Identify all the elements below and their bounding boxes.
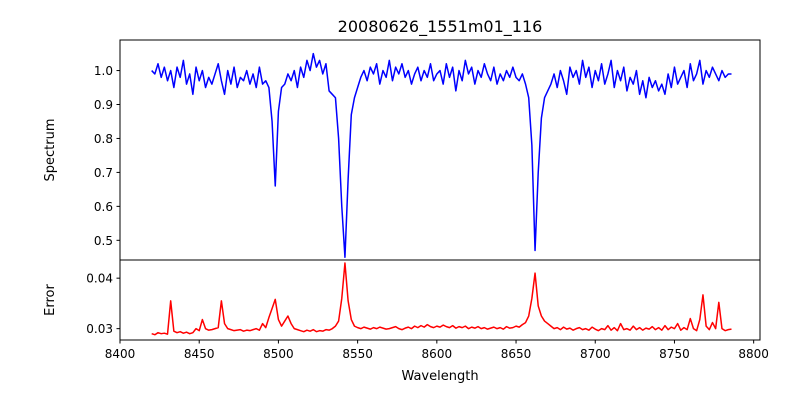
x-tick-label: 8450 xyxy=(184,347,215,361)
error-series-line xyxy=(151,262,732,336)
spectrum-y-ticks: 0.5 0.6 0.7 0.8 0.9 1.0 xyxy=(94,64,120,248)
error-y-tick-label: 0.03 xyxy=(86,322,113,336)
spectrum-y-label: Spectrum xyxy=(43,119,58,182)
x-tick-label: 8500 xyxy=(263,347,294,361)
x-tick-label: 8400 xyxy=(105,347,136,361)
error-y-tick-label: 0.04 xyxy=(86,272,113,286)
error-y-ticks: 0.03 0.04 xyxy=(86,272,120,336)
spectrum-y-tick-label: 0.7 xyxy=(94,166,113,180)
spectrum-y-tick-label: 0.6 xyxy=(94,200,113,214)
x-tick-label: 8600 xyxy=(422,347,453,361)
x-tick-label: 8650 xyxy=(501,347,532,361)
x-tick-label: 8750 xyxy=(659,347,690,361)
spectrum-y-tick-label: 0.5 xyxy=(94,234,113,248)
error-axes-frame xyxy=(119,259,761,341)
spectrum-y-tick-label: 0.9 xyxy=(94,98,113,112)
spectrum-y-tick-label: 1.0 xyxy=(94,64,113,78)
spectrum-y-tick-label: 0.8 xyxy=(94,132,113,146)
x-axis-label: Wavelength xyxy=(401,369,478,384)
error-y-label: Error xyxy=(43,284,58,316)
x-ticks: 8400 8450 8500 8550 8600 8650 8700 8750 8800 xyxy=(105,340,769,361)
x-tick-label: 8700 xyxy=(580,347,611,361)
spectrum-series-line xyxy=(151,52,732,259)
x-tick-label: 8550 xyxy=(342,347,373,361)
x-tick-label: 8800 xyxy=(738,347,769,361)
chart-title: 20080626_1551m01_116 xyxy=(338,17,543,37)
